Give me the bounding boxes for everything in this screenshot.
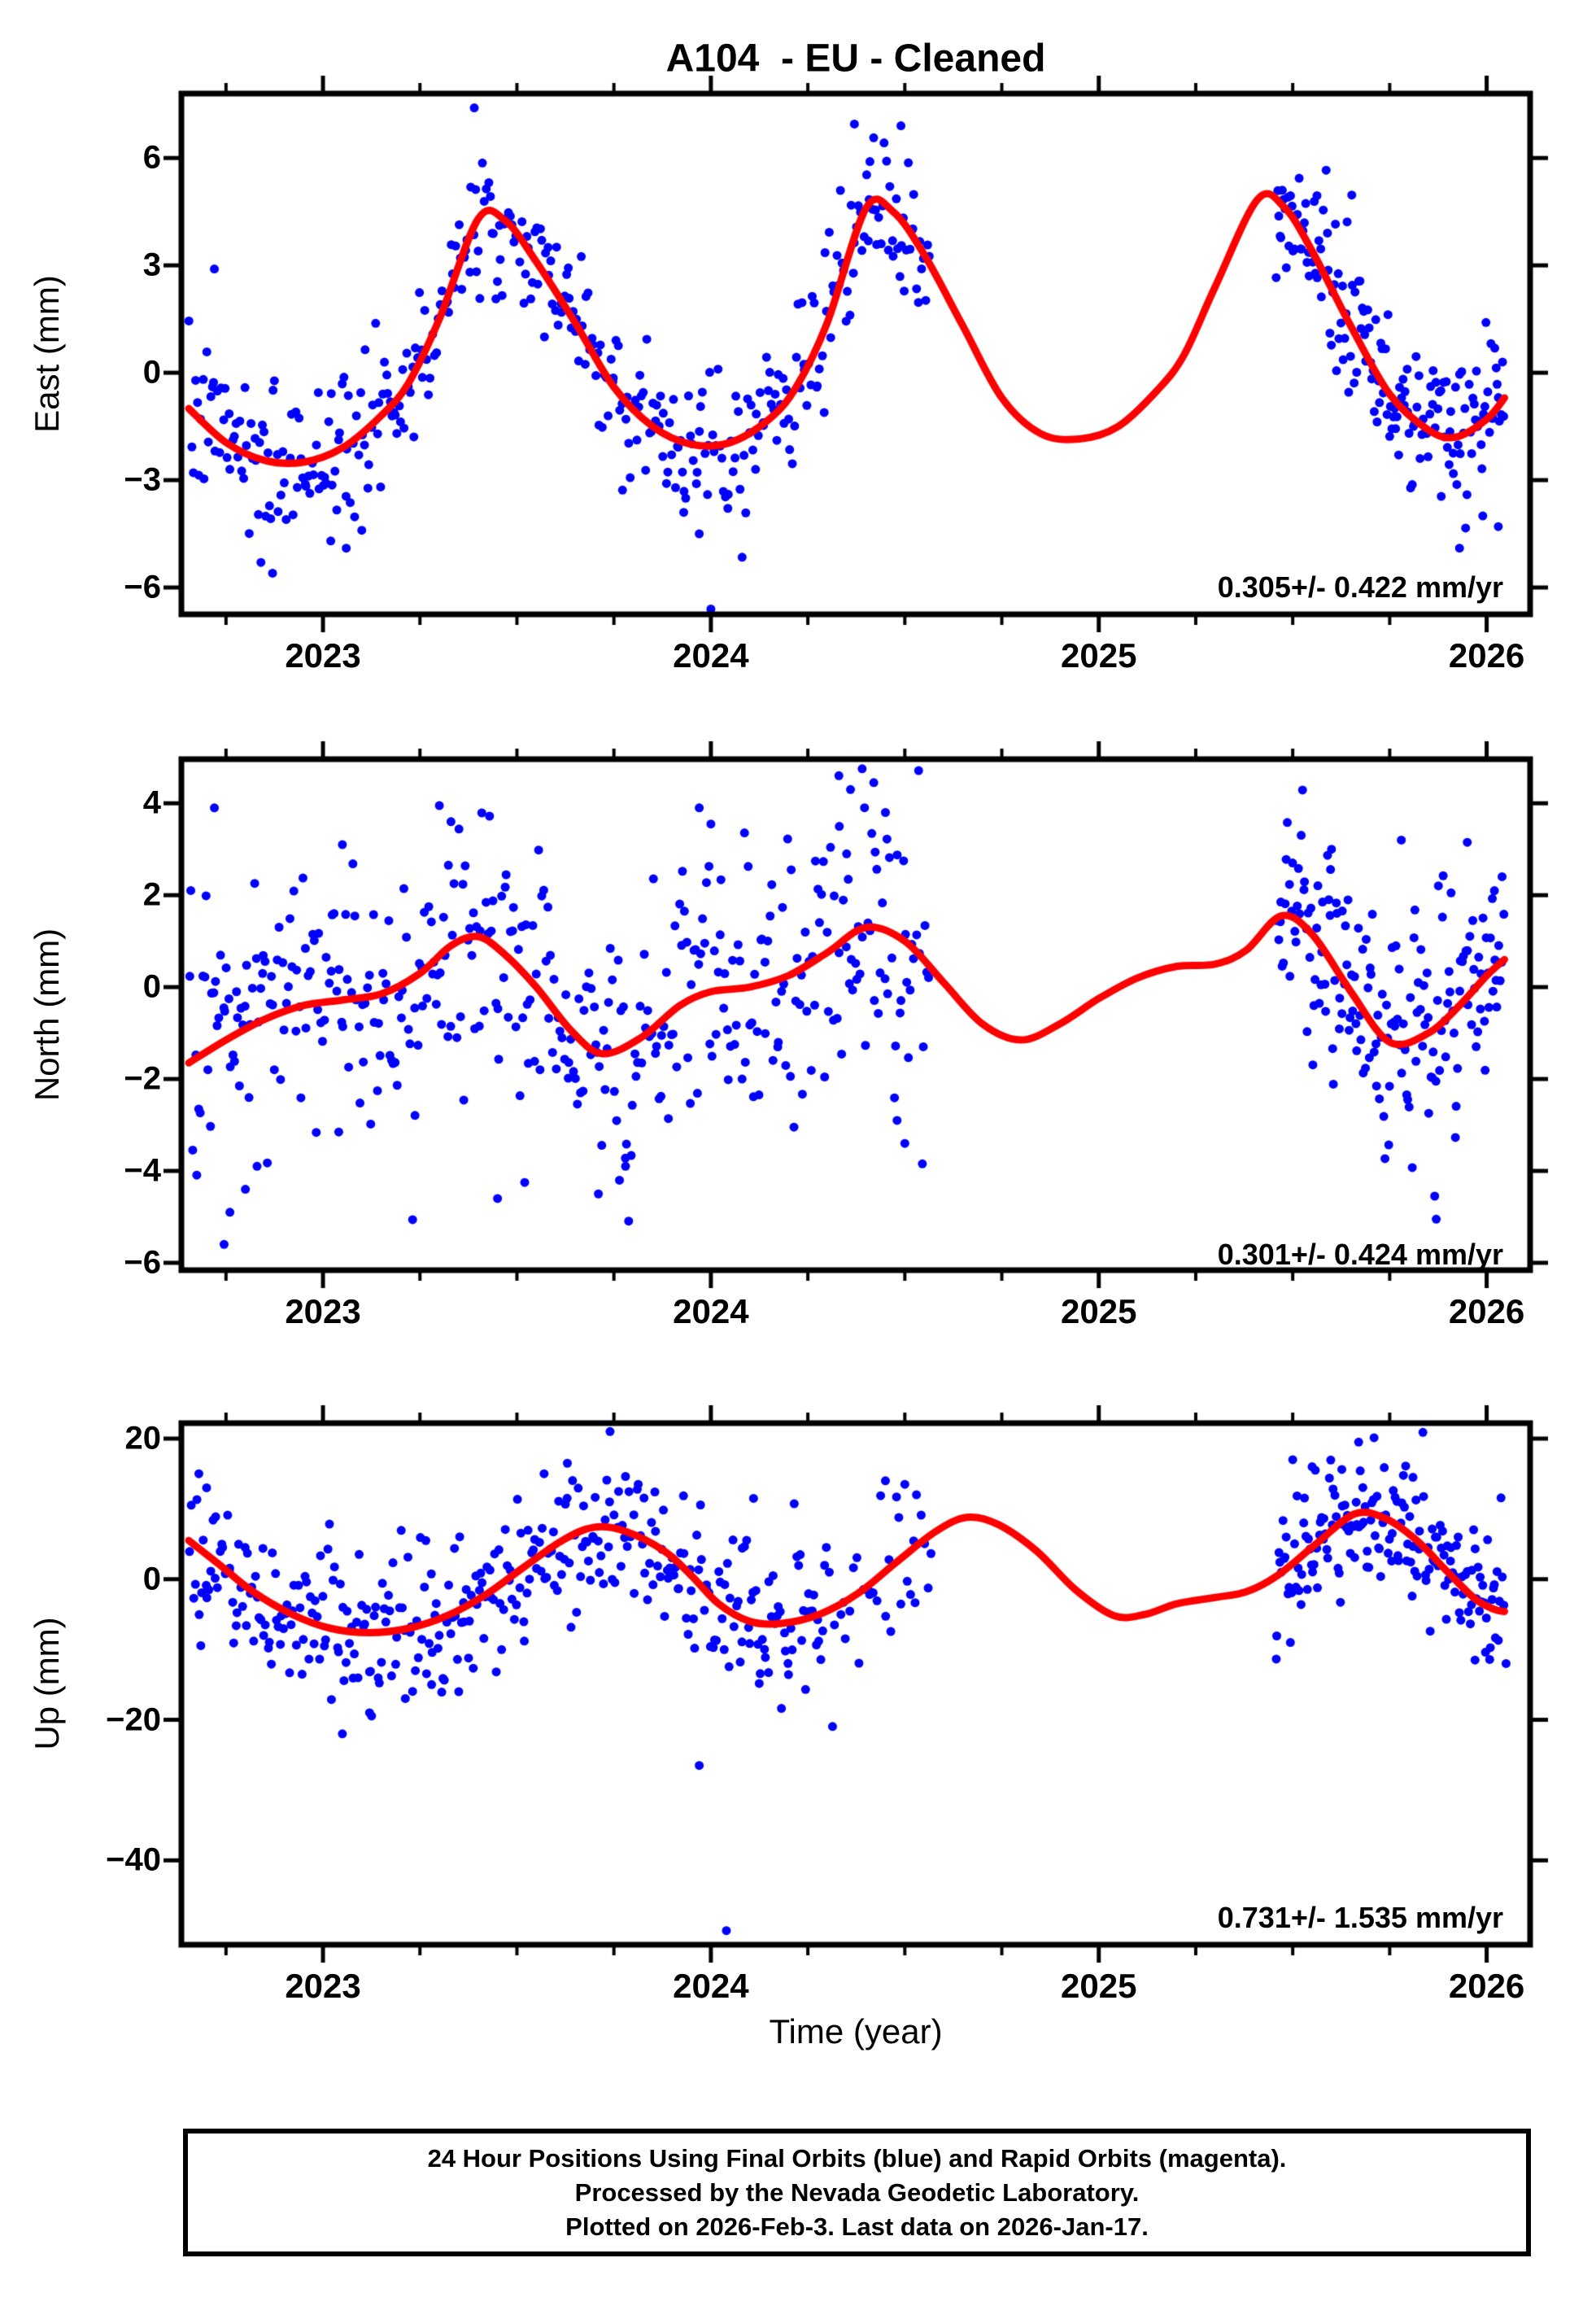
x-axis-title: Time (year) [769,2012,943,2051]
y-tick-label-east: −6 [124,569,161,605]
y-tick-label-east: 3 [142,247,161,283]
x-tick-label-up: 2025 [1061,1967,1137,2005]
page-title: A104 - EU - Cleaned [665,37,1046,81]
y-tick-label-east: 0 [142,354,161,391]
y-tick-label-up: 20 [124,1420,162,1457]
x-tick-label-east: 2023 [285,636,361,675]
x-tick-label-north: 2026 [1448,1292,1525,1330]
x-tick-label-up: 2024 [673,1967,749,2005]
x-tick-label-north: 2024 [673,1292,749,1330]
footer-line-3: Plotted on 2026-Feb-3. Last data on 2026… [565,2212,1149,2241]
x-tick-label-east: 2026 [1448,636,1525,675]
x-tick-label-east: 2025 [1061,636,1137,675]
rate-annotation-east: 0.305+/- 0.422 mm/yr [1217,570,1503,604]
y-tick-label-up: −40 [106,1841,161,1878]
y-tick-label-up: 0 [142,1561,161,1597]
y-tick-label-north: −2 [124,1060,161,1097]
footer-box: 24 Hour Positions Using Final Orbits (bl… [183,2129,1531,2256]
x-tick-label-north: 2023 [285,1292,361,1330]
x-tick-label-east: 2024 [673,636,749,675]
footer-line-1: 24 Hour Positions Using Final Orbits (bl… [427,2143,1287,2173]
x-tick-label-up: 2026 [1448,1967,1525,2005]
footer-line-2: Processed by the Nevada Geodetic Laborat… [574,2177,1140,2207]
y-tick-label-east: −3 [124,461,161,498]
y-tick-label-north: 0 [142,968,161,1005]
y-tick-label-east: 6 [142,139,161,176]
y-tick-label-north: −4 [124,1152,161,1189]
y-tick-label-north: −6 [124,1244,161,1281]
y-tick-label-up: −20 [106,1701,161,1738]
x-tick-label-up: 2023 [285,1967,361,2005]
x-tick-label-north: 2025 [1061,1292,1137,1330]
y-tick-label-north: 4 [142,784,161,821]
rate-annotation-up: 0.731+/- 1.535 mm/yr [1217,1901,1503,1934]
rate-annotation-north: 0.301+/- 0.424 mm/yr [1217,1238,1503,1271]
y-tick-label-north: 2 [142,876,161,913]
